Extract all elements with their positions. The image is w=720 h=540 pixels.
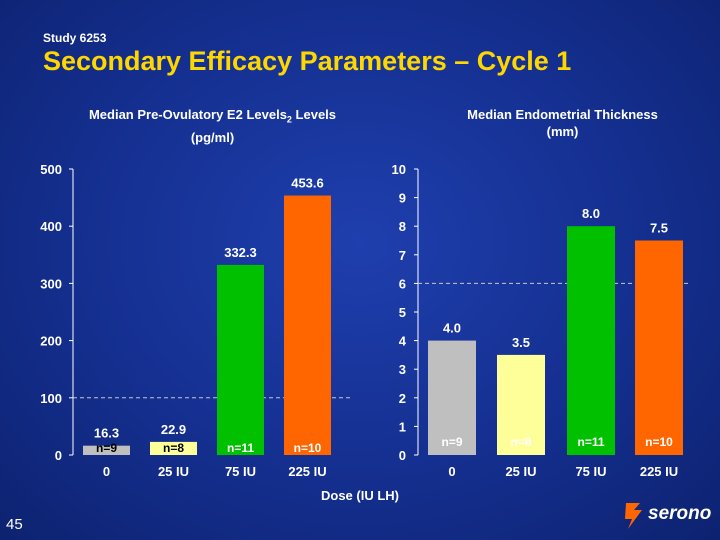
page-number: 45 bbox=[6, 516, 23, 533]
study-label: Study 6253 bbox=[43, 31, 107, 45]
chart2-y-tick-label: 1 bbox=[399, 419, 406, 434]
chart2-value-label: 3.5 bbox=[512, 335, 530, 350]
chart1-title: Median Pre-Ovulatory E2 Levels2 Levels (… bbox=[80, 106, 345, 146]
chart1-title-suffix: Levels bbox=[291, 107, 337, 122]
chart2-n-label: n=8 bbox=[510, 435, 531, 449]
chart2-category-label: 75 IU bbox=[575, 464, 606, 479]
chart2-n-label: n=9 bbox=[441, 435, 462, 449]
chart1-title-subscript: 2 bbox=[286, 114, 292, 125]
chart2-unit: (mm) bbox=[546, 124, 579, 139]
serono-logo: serono bbox=[648, 503, 712, 524]
chart2-y-tick-label: 7 bbox=[399, 248, 406, 263]
chart1-value-label: 332.3 bbox=[224, 245, 257, 260]
chart1-y-tick-label: 400 bbox=[40, 219, 62, 234]
chart2-title: Median Endometrial Thickness (mm) bbox=[435, 106, 690, 140]
chart2-bar bbox=[497, 354, 545, 455]
page-title: Secondary Efficacy Parameters – Cycle 1 bbox=[43, 46, 572, 76]
chart1-y-tick-label: 100 bbox=[40, 391, 62, 406]
chart2-y-tick-label: 6 bbox=[399, 276, 406, 291]
chart2-y-tick-label: 3 bbox=[399, 362, 406, 377]
chart1-n-label: n=11 bbox=[227, 441, 254, 455]
chart2-value-label: 8.0 bbox=[582, 206, 600, 221]
chart2-y-tick-label: 0 bbox=[399, 448, 406, 463]
chart1-category-label: 75 IU bbox=[225, 464, 256, 479]
chart1-y-tick-label: 300 bbox=[40, 276, 62, 291]
chart2-category-label: 225 IU bbox=[640, 464, 678, 479]
chart2-y-tick-label: 9 bbox=[399, 191, 406, 206]
chart1-bar bbox=[217, 264, 264, 455]
chart1-bar bbox=[83, 445, 130, 455]
chart1-category-label: 0 bbox=[103, 464, 110, 479]
chart2-value-label: 4.0 bbox=[443, 321, 461, 336]
chart2-y-tick-label: 5 bbox=[399, 305, 406, 320]
chart1-category-label: 25 IU bbox=[158, 464, 189, 479]
chart1-category-label: 225 IU bbox=[288, 464, 326, 479]
chart1-bar bbox=[150, 441, 197, 455]
chart2-y-tick-label: 2 bbox=[399, 391, 406, 406]
chart1-n-label: n=8 bbox=[163, 441, 184, 455]
chart1-n-label: n=9 bbox=[96, 441, 117, 455]
chart2-y-tick-label: 4 bbox=[399, 334, 407, 349]
chart1-value-label: 453.6 bbox=[291, 176, 324, 191]
chart1-value-label: 16.3 bbox=[94, 426, 119, 441]
chart2-y-tick-label: 8 bbox=[399, 219, 406, 234]
chart1-value-label: 22.9 bbox=[161, 422, 186, 437]
chart2-n-label: n=10 bbox=[645, 435, 673, 449]
chart2-bar bbox=[567, 226, 615, 455]
chart2-category-label: 0 bbox=[448, 464, 455, 479]
chart1-unit: (pg/ml) bbox=[190, 129, 235, 145]
chart2-value-label: 7.5 bbox=[650, 221, 668, 236]
chart1-y-tick-label: 500 bbox=[40, 162, 62, 177]
chart2-n-label: n=11 bbox=[577, 435, 604, 449]
chart2-category-label: 25 IU bbox=[505, 464, 536, 479]
serono-logo-icon bbox=[625, 503, 642, 529]
chart1-title-text: Median Pre-Ovulatory E2 Levels bbox=[88, 107, 287, 122]
chart2-y-tick-label: 10 bbox=[392, 162, 406, 177]
chart2-bar bbox=[635, 240, 683, 455]
chart1-n-label: n=10 bbox=[294, 441, 322, 455]
chart2-bar bbox=[428, 340, 476, 455]
chart1-y-tick-label: 200 bbox=[40, 334, 62, 349]
chart1-bar bbox=[284, 195, 331, 455]
chart1-y-tick-label: 0 bbox=[55, 448, 62, 463]
chart2-title-text: Median Endometrial Thickness bbox=[467, 107, 658, 122]
x-axis-title: Dose (IU LH) bbox=[321, 488, 399, 503]
